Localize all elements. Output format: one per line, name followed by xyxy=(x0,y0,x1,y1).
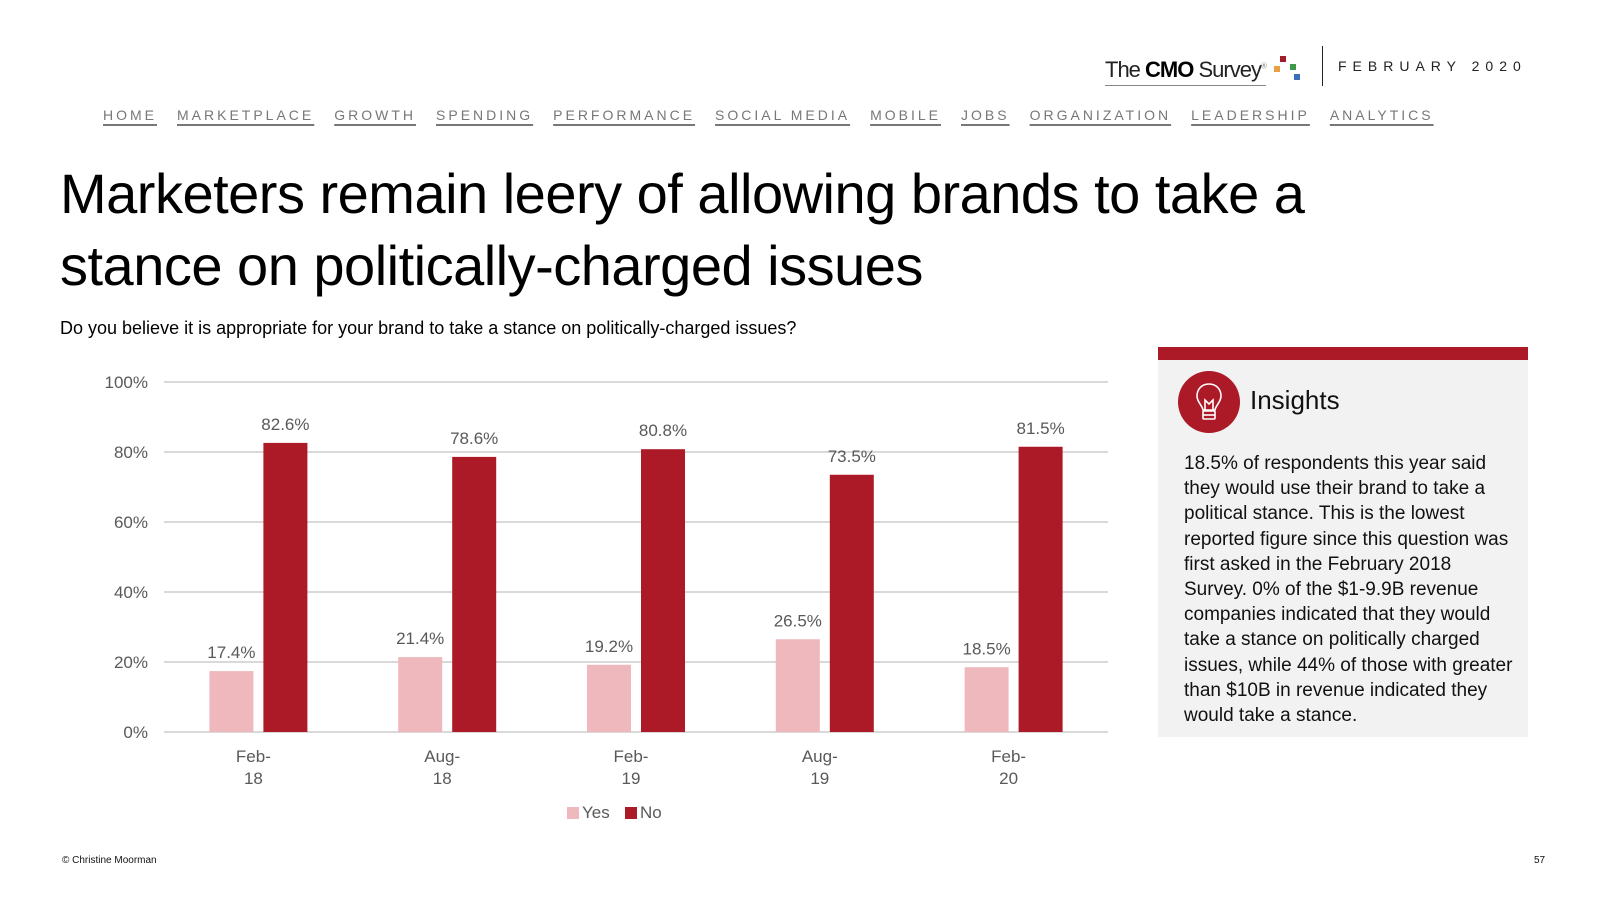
bar-yes xyxy=(398,657,443,732)
x-axis-ticks: Feb- 18 Aug- 18 Feb- 19 Aug- 19 Feb- 20 xyxy=(236,747,1026,788)
data-label-yes: 26.5% xyxy=(774,611,822,630)
data-label-yes: 17.4% xyxy=(207,643,255,662)
data-label-no: 73.5% xyxy=(828,447,876,466)
y-tick-label: 40% xyxy=(114,583,148,602)
nav-marketplace[interactable]: MARKETPLACE xyxy=(177,107,315,123)
data-label-yes: 19.2% xyxy=(585,637,633,656)
nav-home[interactable]: HOME xyxy=(103,107,157,123)
gridlines xyxy=(164,381,1108,733)
legend-swatch-yes xyxy=(567,807,579,819)
legend-label-no: No xyxy=(640,803,662,822)
bar-no xyxy=(1018,446,1063,732)
bar-yes xyxy=(209,671,254,732)
nav-organization[interactable]: ORGANIZATION xyxy=(1029,107,1172,123)
legend-swatch-no xyxy=(625,807,637,819)
insights-text: 18.5% of respondents this year said they… xyxy=(1184,453,1513,727)
data-label-no: 80.8% xyxy=(639,421,687,440)
lightbulb-icon xyxy=(1178,371,1240,433)
nav-analytics[interactable]: ANALYTICS xyxy=(1329,107,1434,123)
page-number: 57 xyxy=(1534,855,1546,866)
bar-no xyxy=(641,449,685,732)
x-tick-label: Feb- xyxy=(236,747,271,766)
x-tick-label: Feb- xyxy=(614,747,649,766)
nav-jobs[interactable]: JOBS xyxy=(961,107,1010,123)
y-tick-label: 100% xyxy=(105,373,148,392)
insights-panel: Insights 18.5% of respondents this year … xyxy=(1158,347,1528,737)
copyright: © Christine Moorman xyxy=(62,855,157,866)
bar-no xyxy=(452,456,497,732)
cmo-survey-logo: The CMO Survey® xyxy=(1105,48,1308,86)
legend-label-yes: Yes xyxy=(582,803,610,822)
y-axis-ticks: 0% 20% 40% 60% 80% 100% xyxy=(105,373,148,742)
y-tick-label: 80% xyxy=(114,443,148,462)
x-tick-label: 19 xyxy=(622,769,641,788)
nav-growth[interactable]: GROWTH xyxy=(334,107,417,123)
nav-social-media[interactable]: SOCIAL MEDIA xyxy=(715,107,851,123)
y-tick-label: 60% xyxy=(114,513,148,532)
insights-title: Insights xyxy=(1250,385,1340,415)
y-tick-label: 0% xyxy=(123,723,148,742)
nav-leadership[interactable]: LEADERSHIP xyxy=(1191,107,1310,123)
x-tick-label: 19 xyxy=(810,769,829,788)
data-label-no: 82.6% xyxy=(261,415,309,434)
data-labels: 17.4% 82.6% 21.4% 78.6% 19.2% 80.8% 26.5% 73.5%… xyxy=(207,415,1064,662)
top-nav: HOME MARKETPLACE GROWTH SPENDING PERFORM… xyxy=(103,107,1454,123)
logo-dots-icon xyxy=(1268,52,1308,86)
x-tick-label: Feb- xyxy=(991,747,1026,766)
nav-spending[interactable]: SPENDING xyxy=(436,107,534,123)
legend: Yes No xyxy=(567,803,662,822)
bar-no xyxy=(829,474,874,732)
logo-text: The CMO Survey® xyxy=(1105,59,1267,86)
survey-question: Do you believe it is appropriate for you… xyxy=(60,318,797,338)
bar-yes xyxy=(775,639,820,732)
bars xyxy=(209,442,1063,732)
bar-yes xyxy=(587,664,631,732)
insights-accent-bar xyxy=(1158,347,1528,360)
x-tick-label: 20 xyxy=(999,769,1018,788)
nav-performance[interactable]: PERFORMANCE xyxy=(553,107,696,123)
y-tick-label: 20% xyxy=(114,653,148,672)
nav-mobile[interactable]: MOBILE xyxy=(870,107,942,123)
x-tick-label: 18 xyxy=(433,769,452,788)
x-tick-label: Aug- xyxy=(802,747,838,766)
data-label-yes: 18.5% xyxy=(962,639,1010,658)
data-label-no: 81.5% xyxy=(1016,419,1064,438)
data-label-yes: 21.4% xyxy=(396,629,444,648)
bar-no xyxy=(263,442,308,732)
data-label-no: 78.6% xyxy=(450,429,498,448)
bar-yes xyxy=(964,667,1009,732)
report-date: FEBRUARY 2020 xyxy=(1338,58,1527,74)
x-tick-label: 18 xyxy=(244,769,263,788)
page-title: Marketers remain leery of allowing brand… xyxy=(60,162,1305,297)
header-divider xyxy=(1322,46,1323,86)
x-tick-label: Aug- xyxy=(424,747,460,766)
